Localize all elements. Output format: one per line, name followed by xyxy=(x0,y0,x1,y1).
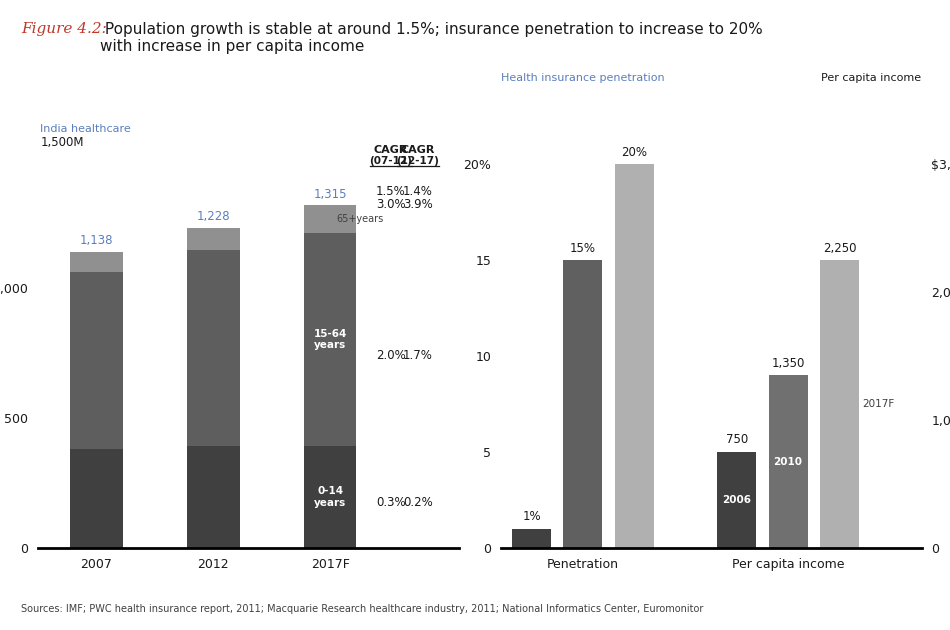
Text: 0.2%: 0.2% xyxy=(403,496,432,509)
Bar xyxy=(820,260,859,548)
Bar xyxy=(70,449,123,548)
Text: 2.0%: 2.0% xyxy=(376,349,406,362)
Text: Population growth is stable at around 1.5%; insurance penetration to increase to: Population growth is stable at around 1.… xyxy=(100,22,763,54)
Bar xyxy=(717,452,756,548)
Text: (07-12): (07-12) xyxy=(370,156,412,166)
Text: 2006: 2006 xyxy=(722,495,751,505)
Text: 1,315: 1,315 xyxy=(314,188,347,201)
Text: Insurance penetration expected to reach ~20% by 2017: Insurance penetration expected to reach … xyxy=(503,99,920,112)
Bar xyxy=(615,164,654,548)
Text: 2017F: 2017F xyxy=(862,399,894,410)
Text: 15-64
years: 15-64 years xyxy=(314,329,347,350)
Text: Per capita income: Per capita income xyxy=(822,73,922,83)
Text: 0.3%: 0.3% xyxy=(376,496,406,509)
Bar xyxy=(70,251,123,272)
Text: 3.0%: 3.0% xyxy=(376,198,406,210)
Text: 1,228: 1,228 xyxy=(197,210,230,224)
Text: 20%: 20% xyxy=(621,146,647,159)
Text: 1,500M: 1,500M xyxy=(40,137,84,149)
Text: 0-14
years: 0-14 years xyxy=(314,486,347,508)
Bar xyxy=(512,529,551,548)
Text: 1.7%: 1.7% xyxy=(403,349,433,362)
Bar xyxy=(563,260,602,548)
Text: Indian population to continue growth at ~1.5%: Indian population to continue growth at … xyxy=(72,99,425,112)
Text: 1,138: 1,138 xyxy=(80,234,113,247)
Text: 1,350: 1,350 xyxy=(771,357,805,370)
Bar xyxy=(304,233,356,447)
Bar xyxy=(70,272,123,449)
Text: 15%: 15% xyxy=(570,241,596,255)
Text: 65+years: 65+years xyxy=(336,214,383,224)
Text: 1.5%: 1.5% xyxy=(376,185,406,198)
Bar xyxy=(304,447,356,548)
Text: 2010: 2010 xyxy=(773,457,803,467)
Text: Figure 4.2:: Figure 4.2: xyxy=(21,22,106,36)
Bar xyxy=(187,228,239,249)
Text: Health insurance penetration: Health insurance penetration xyxy=(501,73,664,83)
Text: 1%: 1% xyxy=(522,510,541,523)
Text: 3.9%: 3.9% xyxy=(403,198,432,210)
Text: 2,250: 2,250 xyxy=(823,241,856,255)
Text: 1.4%: 1.4% xyxy=(403,185,433,198)
Text: (12-17): (12-17) xyxy=(396,156,439,166)
Bar xyxy=(187,249,239,447)
Text: 750: 750 xyxy=(726,433,748,447)
Text: Sources: IMF; PWC health insurance report, 2011; Macquarie Research healthcare i: Sources: IMF; PWC health insurance repor… xyxy=(21,604,703,614)
Text: India healthcare: India healthcare xyxy=(40,124,131,134)
Text: CAGR: CAGR xyxy=(401,145,435,154)
Text: CAGR: CAGR xyxy=(373,145,408,154)
Bar xyxy=(304,205,356,233)
Bar xyxy=(769,375,808,548)
Bar xyxy=(187,447,239,548)
